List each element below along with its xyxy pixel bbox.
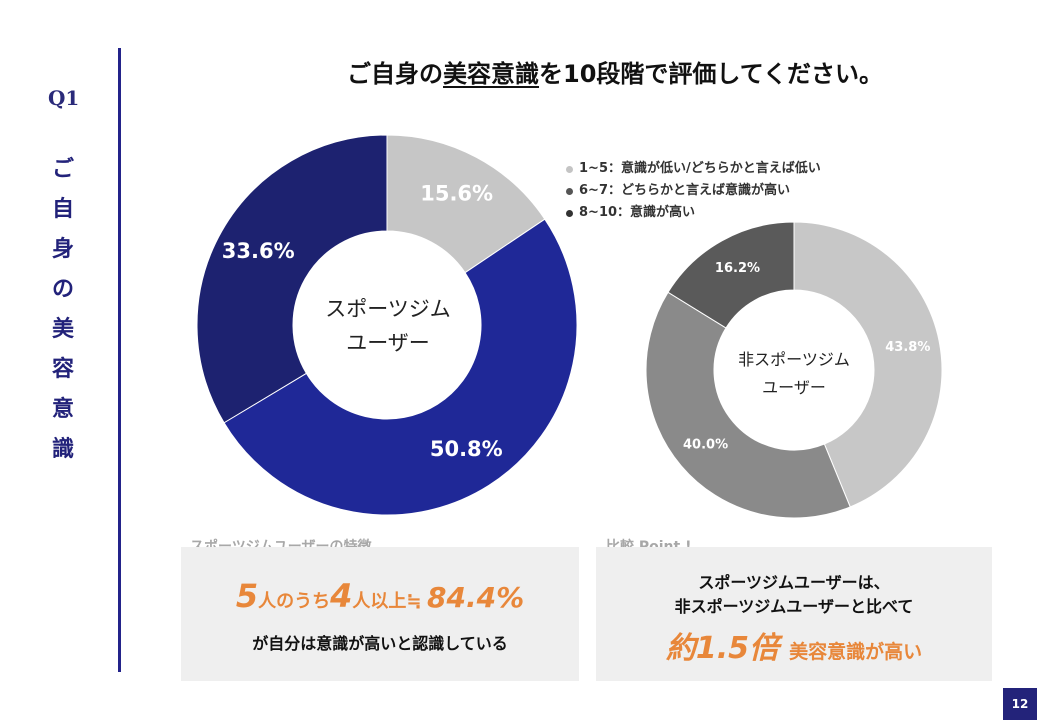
slice-value-label: 43.8% — [885, 340, 930, 355]
compare-box: スポーツジムユーザーは、 非スポーツジムユーザーと比べて 約1.5倍 美容意識が高… — [596, 547, 992, 681]
compare-ratio-line: 約1.5倍 美容意識が高い — [596, 623, 992, 667]
legend-dot — [566, 209, 573, 217]
legend-item: 8~10：意識が高い — [566, 202, 821, 224]
center-label-line: ユーザー — [762, 378, 826, 397]
gym-center-label: スポーツジム ユーザー — [296, 292, 480, 360]
non-gym-center-label: 非スポーツジム ユーザー — [712, 346, 876, 402]
features-box: 5人のうち4人以上≒ 84.4% が自分は意識が高いと認識している — [181, 547, 579, 681]
vertical-title-char: ご — [51, 157, 74, 182]
vertical-title: ご 自 身 の 美 容 意 識 — [50, 150, 76, 470]
features-t1: 人のうち — [258, 591, 331, 612]
slice-value-label: 50.8% — [430, 437, 503, 461]
question-label: Q1 — [48, 86, 80, 110]
features-pct: 84.4% — [427, 581, 525, 614]
pie-slice — [196, 134, 388, 424]
legend-dot — [566, 187, 573, 195]
slice-value-label: 15.6% — [420, 181, 493, 205]
page-number: 12 — [1003, 688, 1037, 720]
legend-item: 1~5：意識が低い/どちらかと言えば低い — [566, 158, 821, 180]
page-title: ご自身の美容意識を10段階で評価してください。 — [0, 54, 1040, 89]
features-n2: 4 — [330, 577, 353, 615]
compare-line2: 非スポーツジムユーザーと比べて — [674, 597, 914, 616]
title-prefix: ご自身の — [347, 60, 444, 88]
title-underlined: 美容意識 — [443, 60, 540, 88]
vertical-title-char: の — [51, 277, 74, 302]
compare-ratio: 約1.5倍 — [665, 631, 780, 666]
legend-label: 1~5：意識が低い/どちらかと言えば低い — [579, 161, 821, 176]
legend-dot — [566, 165, 573, 173]
center-label-line: 非スポーツジム — [738, 350, 850, 369]
vertical-title-char: 自 — [51, 197, 74, 222]
center-label-line: ユーザー — [346, 331, 430, 355]
vertical-title-char: 容 — [51, 357, 74, 382]
features-n1: 5 — [235, 577, 259, 615]
compare-ratio-text: 美容意識が高い — [789, 641, 923, 663]
slice-value-label: 40.0% — [683, 438, 728, 453]
vertical-title-char: 識 — [51, 437, 74, 462]
slice-value-label: 16.2% — [715, 261, 760, 276]
vertical-title-char: 意 — [51, 397, 74, 422]
features-highlight: 5人のうち4人以上≒ 84.4% — [181, 577, 579, 615]
title-suffix: を10段階で評価してください。 — [539, 60, 883, 88]
compare-line1: スポーツジムユーザーは、 — [698, 573, 890, 592]
legend-label: 6~7：どちらかと言えば意識が高い — [579, 183, 790, 198]
donut-hole — [714, 290, 874, 450]
legend-item: 6~7：どちらかと言えば意識が高い — [566, 180, 821, 202]
vertical-title-char: 身 — [51, 237, 74, 262]
center-label-line: スポーツジム — [325, 297, 451, 321]
legend-label: 8~10：意識が高い — [579, 205, 696, 220]
features-t2: 人以上≒ — [352, 591, 422, 612]
legend: 1~5：意識が低い/どちらかと言えば低い 6~7：どちらかと言えば意識が高い 8… — [566, 158, 821, 224]
features-text: が自分は意識が高いと認識している — [252, 634, 508, 653]
donut-hole — [293, 231, 481, 419]
divider-line — [118, 48, 121, 672]
slice-value-label: 33.6% — [222, 239, 295, 263]
vertical-title-char: 美 — [51, 317, 74, 342]
